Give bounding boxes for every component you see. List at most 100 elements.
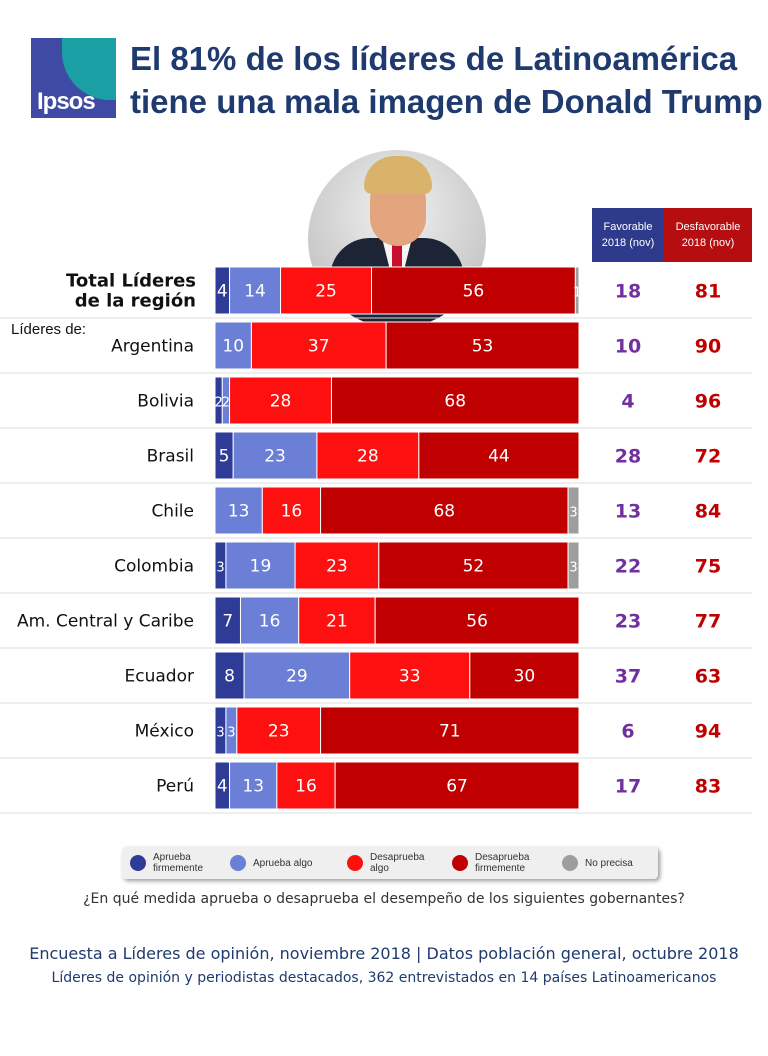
bar-no_precisa [567,486,580,535]
desfavorable-value: 90 [695,336,721,358]
legend-item-desaprueba_firmemente: Desaprueba firmemente [452,847,529,879]
category-label: Am. Central y Caribe [17,612,194,632]
category-label: Bolivia [137,392,194,412]
bar-no_precisa [574,266,580,315]
portrait-hair [364,156,432,194]
bar-aprueba_algo [214,321,252,370]
bar-value-label: 3 [569,506,577,521]
legend-label: Desaprueba algo [370,852,425,874]
bar-desaprueba_algo [294,541,380,590]
bar-value-label: 23 [268,722,290,742]
legend-label: Aprueba algo [253,857,313,869]
bar-value-label: 13 [242,777,264,797]
bar-value-label: 2 [222,396,230,411]
desfavorable-value: 84 [695,501,721,523]
favorable-value: 37 [615,666,641,688]
bar-value-label: 28 [357,447,379,467]
favorable-value: 4 [621,391,634,413]
legend-swatch [230,855,246,871]
bar-desaprueba_algo [280,266,373,315]
bar-value-label: 71 [439,722,461,742]
legend-swatch [347,855,363,871]
legend-item-no_precisa: No precisa [562,847,633,879]
category-label: Chile [151,502,194,522]
favorable-value: 17 [615,776,641,798]
bar-desaprueba_algo [229,376,332,425]
bar-value-label: 14 [244,282,266,302]
bar-value-label: 68 [444,392,466,412]
bar-value-label: 33 [399,667,421,687]
bar-value-label: 4 [217,282,228,302]
bar-value-label: 53 [472,337,494,357]
favorable-value: 10 [615,336,641,358]
bar-desaprueba_firmemente [320,706,580,755]
legend-label: No precisa [585,857,633,869]
category-label: Perú [156,777,194,797]
bar-desaprueba_firmemente [469,651,580,700]
bar-value-label: 56 [466,612,488,632]
bar-value-label: 67 [446,777,468,797]
category-label: Ecuador [125,667,194,687]
bar-value-label: 16 [281,502,303,522]
bar-value-label: 2 [214,396,222,411]
category-label: Colombia [114,557,194,577]
bar-desaprueba_algo [316,431,420,480]
category-label: de la región [75,291,196,312]
footer-sample: Líderes de opinión y periodistas destaca… [51,970,717,986]
desfavorable-column-header: Desfavorable 2018 (nov) [664,208,752,262]
bar-value-label: 16 [259,612,281,632]
bar-desaprueba_algo [349,651,471,700]
bar-value-label: 4 [217,777,228,797]
favorable-header-line-1: Favorable [603,220,653,233]
bar-no_precisa [567,541,580,590]
survey-question: ¿En qué medida aprueba o desaprueba el d… [83,891,685,907]
footer-source: Encuesta a Líderes de opinión, noviembre… [29,944,739,963]
desfavorable-value: 75 [695,556,721,578]
ipsos-logo: Ipsos [31,38,116,118]
legend-swatch [130,855,146,871]
bar-value-label: 56 [463,282,485,302]
category-label: Total Líderes [66,271,196,292]
bar-value-label: 30 [514,667,536,687]
legend-item-aprueba_algo: Aprueba algo [230,847,313,879]
bar-value-label: 25 [315,282,337,302]
bar-value-label: 3 [569,561,577,576]
bar-desaprueba_firmemente [378,541,569,590]
legend-swatch [452,855,468,871]
desfavorable-value: 96 [695,391,721,413]
bar-value-label: 5 [219,447,230,467]
desfavorable-header-line-2: 2018 (nov) [681,237,735,249]
bar-value-label: 29 [286,667,308,687]
bar-desaprueba_firmemente [330,376,580,425]
bar-value-label: 19 [250,557,272,577]
section-label: Líderes de: [11,321,86,338]
bar-desaprueba_algo [250,321,387,370]
logo-text: Ipsos [37,88,96,115]
desfavorable-value: 63 [695,666,721,688]
bar-value-label: 28 [270,392,292,412]
legend-label: Aprueba firmemente [153,852,204,874]
bar-value-label: 23 [264,447,286,467]
bar-desaprueba_algo [276,761,336,810]
favorable-value: 13 [615,501,641,523]
bar-aprueba_firmemente [214,651,245,700]
favorable-value: 23 [615,611,641,633]
desfavorable-header-line-1: Desfavorable [675,220,741,233]
bar-desaprueba_firmemente [371,266,576,315]
bar-value-label: 1 [573,286,581,301]
bar-value-label: 3 [216,726,224,741]
bar-aprueba_algo [214,486,263,535]
bar-desaprueba_algo [298,596,376,645]
bar-aprueba_algo [229,761,278,810]
bar-desaprueba_firmemente [374,596,580,645]
legend-item-desaprueba_algo: Desaprueba algo [347,847,424,879]
bar-value-label: 44 [488,447,510,467]
bar-value-label: 52 [463,557,485,577]
bar-aprueba_algo [225,541,296,590]
category-label: Brasil [147,447,194,467]
page-title-line-1: El 81% de los líderes de Latinoamérica [130,40,738,77]
bar-value-label: 3 [227,726,235,741]
bar-value-label: 8 [224,667,235,687]
legend-label: Desaprueba firmemente [475,852,530,874]
